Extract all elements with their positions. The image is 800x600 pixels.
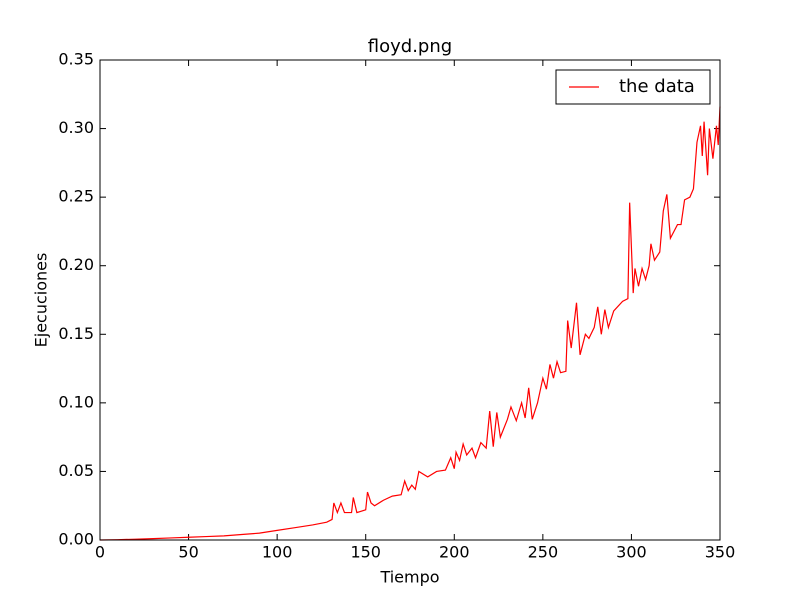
legend-label: the data: [619, 76, 695, 97]
x-tick-label: 0: [95, 543, 105, 562]
x-tick-label: 350: [705, 543, 736, 562]
x-tick-label: 250: [528, 543, 559, 562]
x-axis-label: Tiempo: [379, 568, 439, 587]
y-tick-label: 0.00: [58, 530, 94, 549]
y-tick-label: 0.25: [58, 187, 94, 206]
x-tick-label: 150: [350, 543, 381, 562]
y-tick-label: 0.05: [58, 461, 94, 480]
data-line: [99, 106, 721, 541]
plot-frame: [99, 59, 721, 541]
x-tick-label: 300: [616, 543, 647, 562]
y-tick-label: 0.10: [58, 392, 94, 411]
x-tick-label: 50: [178, 543, 198, 562]
chart-title: floyd.png: [368, 36, 452, 57]
y-axis-label: Ejecuciones: [32, 253, 51, 348]
y-tick-label: 0.30: [58, 118, 94, 137]
y-tick-label: 0.35: [58, 50, 94, 69]
y-tick-label: 0.15: [58, 324, 94, 343]
y-tick-label: 0.20: [58, 255, 94, 274]
x-tick-label: 200: [439, 543, 470, 562]
x-tick-label: 100: [262, 543, 293, 562]
